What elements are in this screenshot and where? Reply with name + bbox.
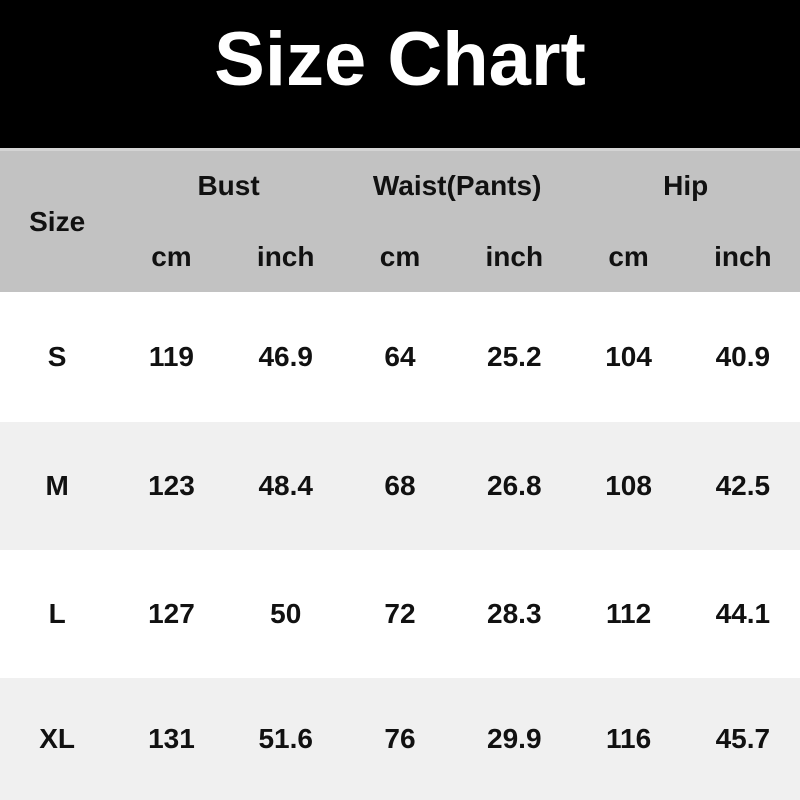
- cell-bust-inch: 50: [270, 598, 302, 629]
- cell-hip-inch: 45.7: [715, 723, 771, 754]
- cell-hip-cm: 112: [605, 598, 652, 629]
- column-group-hip: Hip: [663, 170, 709, 202]
- column-group-waist-pants: Waist(Pants): [372, 170, 542, 202]
- table-row-l: L 127 50 72 28.3 112 44.1: [0, 550, 800, 678]
- page-title: Size Chart: [214, 17, 586, 102]
- cell-hip-inch: 40.9: [715, 341, 771, 372]
- column-group-bust: Bust: [197, 170, 260, 202]
- table-row-m: M 123 48.4 68 26.8 108 42.5: [0, 422, 800, 550]
- cell-waist-cm: 68: [384, 470, 416, 501]
- cell-bust-inch: 48.4: [258, 470, 313, 501]
- cell-bust-inch: 51.6: [258, 723, 313, 754]
- cell-hip-inch: 42.5: [715, 470, 771, 501]
- row-size-label: S: [47, 341, 67, 372]
- cell-bust-cm: 123: [148, 470, 195, 501]
- row-size-label: XL: [39, 723, 76, 754]
- table-row-xl: XL 131 51.6 76 29.9 116 45.7: [0, 678, 800, 800]
- cell-waist-cm: 76: [384, 723, 416, 754]
- table-row-s: S 119 46.9 64 25.2 104 40.9: [0, 292, 800, 422]
- cell-waist-inch: 26.8: [487, 470, 542, 501]
- cell-hip-cm: 104: [605, 341, 652, 372]
- unit-header-waist-cm: cm: [379, 240, 421, 272]
- unit-header-hip-cm: cm: [608, 240, 649, 272]
- row-size-label: M: [45, 470, 69, 501]
- cell-waist-inch: 29.9: [487, 723, 542, 754]
- cell-bust-cm: 127: [148, 598, 195, 629]
- cell-hip-cm: 108: [605, 470, 652, 501]
- cell-hip-cm: 116: [605, 723, 652, 754]
- column-header-size: Size: [29, 205, 86, 237]
- cell-waist-cm: 64: [384, 341, 416, 372]
- cell-waist-cm: 72: [384, 598, 416, 629]
- cell-bust-cm: 131: [148, 723, 195, 754]
- unit-header-waist-inch: inch: [485, 240, 544, 272]
- title-banner: Size Chart: [0, 0, 800, 148]
- cell-bust-inch: 46.9: [258, 341, 313, 372]
- row-size-label: L: [48, 598, 66, 629]
- cell-hip-inch: 44.1: [715, 598, 771, 629]
- table-header: Size Bust Waist(Pants) Hip cm inch cm in…: [0, 148, 800, 292]
- unit-header-hip-inch: inch: [714, 240, 772, 272]
- cell-waist-inch: 28.3: [487, 598, 542, 629]
- unit-header-bust-cm: cm: [151, 240, 192, 272]
- cell-bust-cm: 119: [148, 341, 194, 372]
- cell-waist-inch: 25.2: [487, 341, 542, 372]
- unit-header-bust-inch: inch: [256, 240, 315, 272]
